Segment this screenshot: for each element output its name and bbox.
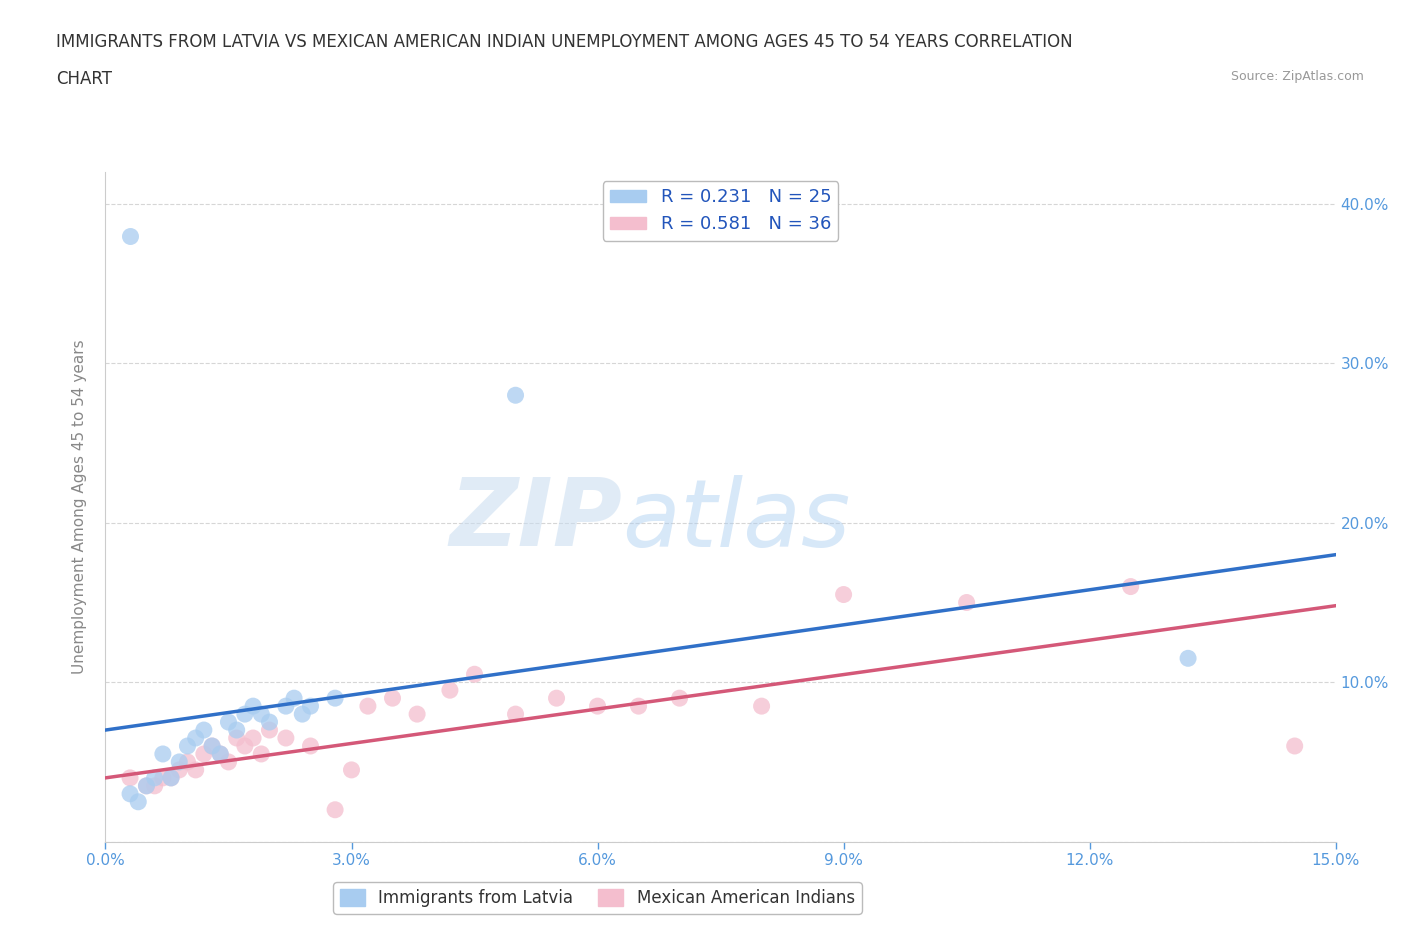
Point [1177, 651, 1199, 666]
Point [209, 747, 232, 762]
Point [1119, 579, 1142, 594]
Point [120, 787, 141, 802]
Point [505, 388, 527, 403]
Point [250, 707, 273, 722]
Point [152, 747, 174, 762]
Point [143, 778, 166, 793]
Point [135, 778, 157, 793]
Point [169, 754, 191, 769]
Point [956, 595, 979, 610]
Point [323, 803, 346, 817]
Point [176, 738, 198, 753]
Legend: Immigrants from Latvia, Mexican American Indians: Immigrants from Latvia, Mexican American… [333, 883, 862, 913]
Text: Source: ZipAtlas.com: Source: ZipAtlas.com [1230, 70, 1364, 83]
Point [274, 698, 297, 713]
Point [291, 707, 314, 722]
Point [299, 738, 322, 753]
Point [233, 707, 256, 722]
Point [505, 707, 527, 722]
Point [283, 691, 305, 706]
Point [184, 763, 207, 777]
Point [225, 723, 247, 737]
Point [259, 723, 281, 737]
Point [201, 738, 224, 753]
Point [160, 770, 183, 785]
Point [169, 763, 191, 777]
Point [464, 667, 486, 682]
Point [184, 731, 207, 746]
Point [1284, 738, 1306, 753]
Point [627, 698, 650, 713]
Point [193, 723, 215, 737]
Point [233, 738, 256, 753]
Point [586, 698, 609, 713]
Point [299, 698, 322, 713]
Text: ZIP: ZIP [450, 474, 621, 566]
Point [176, 754, 198, 769]
Point [120, 229, 141, 244]
Point [225, 731, 247, 746]
Point [209, 747, 232, 762]
Point [340, 763, 363, 777]
Point [668, 691, 690, 706]
Point [201, 738, 224, 753]
Point [242, 731, 264, 746]
Point [242, 698, 264, 713]
Point [152, 770, 174, 785]
Point [135, 778, 157, 793]
Point [357, 698, 380, 713]
Point [143, 770, 166, 785]
Point [218, 714, 240, 729]
Point [274, 731, 297, 746]
Point [250, 747, 273, 762]
Point [160, 770, 183, 785]
Point [406, 707, 429, 722]
Point [259, 714, 281, 729]
Text: CHART: CHART [56, 70, 112, 87]
Point [127, 794, 149, 809]
Point [120, 770, 141, 785]
Point [832, 587, 855, 602]
Text: atlas: atlas [621, 474, 851, 565]
Point [193, 747, 215, 762]
Point [439, 683, 461, 698]
Point [323, 691, 346, 706]
Point [751, 698, 773, 713]
Point [381, 691, 404, 706]
Point [546, 691, 568, 706]
Y-axis label: Unemployment Among Ages 45 to 54 years: Unemployment Among Ages 45 to 54 years [72, 339, 87, 674]
Text: IMMIGRANTS FROM LATVIA VS MEXICAN AMERICAN INDIAN UNEMPLOYMENT AMONG AGES 45 TO : IMMIGRANTS FROM LATVIA VS MEXICAN AMERIC… [56, 33, 1073, 50]
Point [218, 754, 240, 769]
